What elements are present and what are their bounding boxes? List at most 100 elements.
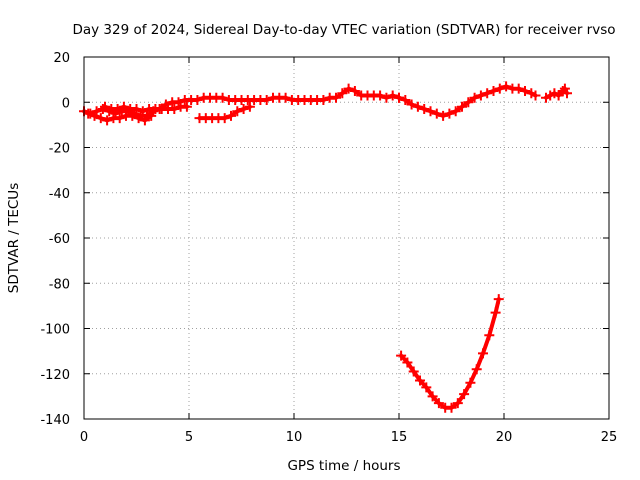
- axis-ticks: 0 5 10 15 20 25 20 0 -20 -40 -60 -80 -100 -120 -140: [40, 51, 617, 445]
- y-tick-label: -80: [49, 277, 70, 292]
- data-point: [425, 106, 436, 117]
- grid: [84, 57, 609, 419]
- data-point: [433, 398, 444, 409]
- data-point: [446, 402, 457, 413]
- data-point: [415, 375, 425, 386]
- data-point: [232, 106, 243, 117]
- data-point: [343, 83, 354, 94]
- data-point: [501, 81, 512, 92]
- y-tick-label: -100: [40, 323, 70, 338]
- data-point: [465, 377, 476, 388]
- data-points: [79, 81, 572, 413]
- data-point: [181, 101, 192, 112]
- data-point: [114, 113, 125, 124]
- data-point: [493, 294, 504, 305]
- data-series: [194, 101, 255, 124]
- data-point: [226, 110, 236, 121]
- data-point: [337, 88, 348, 99]
- data-point: [118, 101, 129, 112]
- data-point: [261, 94, 272, 105]
- data-point: [471, 364, 482, 375]
- y-axis-label: SDTVAR / TECUs: [6, 183, 22, 293]
- data-point: [89, 110, 100, 121]
- y-tick-label: -140: [40, 413, 70, 428]
- data-point: [431, 108, 442, 119]
- y-tick-label: 0: [62, 96, 70, 111]
- data-point: [478, 348, 488, 359]
- x-tick-label: 25: [601, 430, 618, 445]
- data-point: [457, 101, 467, 112]
- data-point: [427, 391, 438, 402]
- data-point: [562, 88, 572, 99]
- data-point: [381, 92, 392, 103]
- data-series: [83, 108, 157, 126]
- y-tick-label: -60: [49, 232, 70, 247]
- data-point: [513, 83, 524, 94]
- data-point: [490, 307, 501, 318]
- data-point: [438, 110, 449, 121]
- data-point: [475, 90, 486, 101]
- data-point: [375, 90, 386, 101]
- data-series: [396, 294, 504, 413]
- x-axis-label: GPS time / hours: [287, 458, 400, 474]
- data-point: [463, 97, 474, 108]
- data-point: [331, 92, 341, 103]
- data-point: [484, 330, 495, 341]
- chart-title: Day 329 of 2024, Sidereal Day-to-day VTE…: [72, 22, 615, 38]
- data-point: [406, 99, 417, 110]
- data-point: [530, 90, 541, 101]
- x-tick-label: 5: [185, 430, 193, 445]
- data-point: [400, 94, 411, 105]
- data-point: [100, 101, 110, 112]
- data-point: [133, 113, 144, 124]
- data-point: [452, 398, 463, 409]
- data-point: [444, 108, 455, 119]
- data-point: [169, 104, 180, 115]
- data-point: [244, 101, 255, 112]
- data-point: [318, 94, 329, 105]
- series-trail: [397, 84, 538, 118]
- data-point: [192, 94, 203, 105]
- y-tick-label: -20: [49, 142, 70, 157]
- data-point: [127, 110, 138, 121]
- data-point: [396, 350, 407, 361]
- data-point: [387, 90, 398, 101]
- data-point: [394, 92, 404, 103]
- data-point: [469, 92, 480, 103]
- data-point: [349, 85, 360, 96]
- data-point: [559, 83, 570, 94]
- data-point: [95, 113, 106, 124]
- data-point: [402, 357, 413, 368]
- plot-area-frame: [83, 56, 610, 420]
- y-tick-label: -40: [49, 187, 70, 202]
- data-series: [541, 83, 572, 103]
- data-point: [146, 110, 157, 121]
- data-point: [520, 85, 530, 96]
- x-tick-label: 10: [286, 430, 303, 445]
- data-point: [112, 104, 123, 115]
- data-point: [83, 108, 94, 119]
- y-tick-label: -120: [40, 368, 70, 383]
- data-point: [238, 104, 249, 115]
- data-point: [408, 366, 419, 377]
- data-point: [488, 85, 499, 96]
- data-point: [102, 115, 113, 126]
- data-point: [494, 83, 505, 94]
- data-point: [459, 389, 470, 400]
- data-point: [139, 115, 150, 126]
- x-tick-label: 20: [496, 430, 513, 445]
- data-point: [482, 88, 493, 99]
- data-point: [421, 382, 432, 393]
- data-point: [217, 92, 228, 103]
- x-tick-label: 15: [391, 430, 408, 445]
- data-point: [412, 101, 423, 112]
- data-point: [137, 106, 148, 117]
- y-tick-label: 20: [53, 51, 70, 66]
- data-series: [394, 81, 541, 121]
- data-point: [280, 92, 291, 103]
- data-series: [100, 101, 192, 117]
- x-tick-label: 0: [80, 430, 88, 445]
- data-point: [219, 113, 230, 124]
- data-point: [131, 104, 142, 115]
